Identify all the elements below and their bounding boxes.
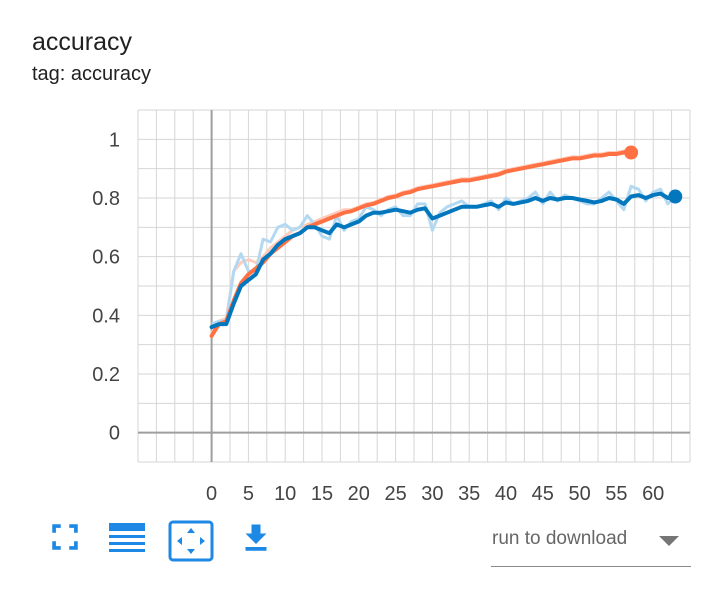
fullscreen-button[interactable] <box>48 520 92 564</box>
x-tick-label: 25 <box>384 483 406 505</box>
series-0-last-point <box>624 145 639 160</box>
download-icon <box>245 524 267 551</box>
chart-title: accuracy <box>32 28 133 56</box>
grid-lines <box>137 109 691 463</box>
series-lines <box>209 145 683 338</box>
series-0-raw-line <box>210 149 632 334</box>
x-tick-label: 15 <box>311 483 333 505</box>
x-tick-label: 10 <box>274 483 296 505</box>
chevron-down-icon <box>659 536 679 546</box>
data-table-button[interactable] <box>106 520 150 564</box>
series-1-raw-line <box>211 184 677 326</box>
x-tick-label: 5 <box>243 483 254 505</box>
x-tick-label: 40 <box>495 483 517 505</box>
y-tick-label: 0 <box>109 423 120 445</box>
run-select-label: run to download <box>492 528 628 549</box>
x-tick-label: 30 <box>421 483 443 505</box>
y-tick-label: 0.6 <box>92 247 120 269</box>
fit-domain-icon <box>168 520 214 562</box>
fit-domain-button[interactable] <box>168 520 214 564</box>
fullscreen-icon <box>52 524 78 550</box>
series-1-last-point <box>668 189 683 204</box>
x-tick-label: 50 <box>568 483 590 505</box>
x-tick-label: 20 <box>348 483 370 505</box>
axes <box>138 110 690 462</box>
y-tick-label: 0.4 <box>92 305 120 327</box>
x-tick-label: 45 <box>532 483 554 505</box>
run-to-download-select[interactable]: run to download <box>491 522 691 567</box>
accuracy-chart[interactable]: 0 5 10 15 20 25 30 35 40 45 50 55 60 0 0.2 0.4 0.6 0.8 1 <box>0 0 722 520</box>
x-tick-label: 0 <box>206 483 217 505</box>
x-tick-label: 60 <box>642 483 664 505</box>
y-tick-label: 0.8 <box>92 188 120 210</box>
tick-labels: 0 5 10 15 20 25 30 35 40 45 50 55 60 0 0.2 0.4 0.6 0.8 1 <box>92 129 664 505</box>
series-1-smoothed-line <box>209 191 678 330</box>
y-tick-label: 0.2 <box>92 364 120 386</box>
data-table-icon <box>109 523 145 552</box>
download-button[interactable] <box>238 520 282 564</box>
series-0-smoothed-line <box>209 150 634 338</box>
y-tick-label: 1 <box>109 129 120 151</box>
chart-tag: tag: accuracy <box>32 63 151 85</box>
x-tick-label: 35 <box>458 483 480 505</box>
x-tick-label: 55 <box>605 483 627 505</box>
